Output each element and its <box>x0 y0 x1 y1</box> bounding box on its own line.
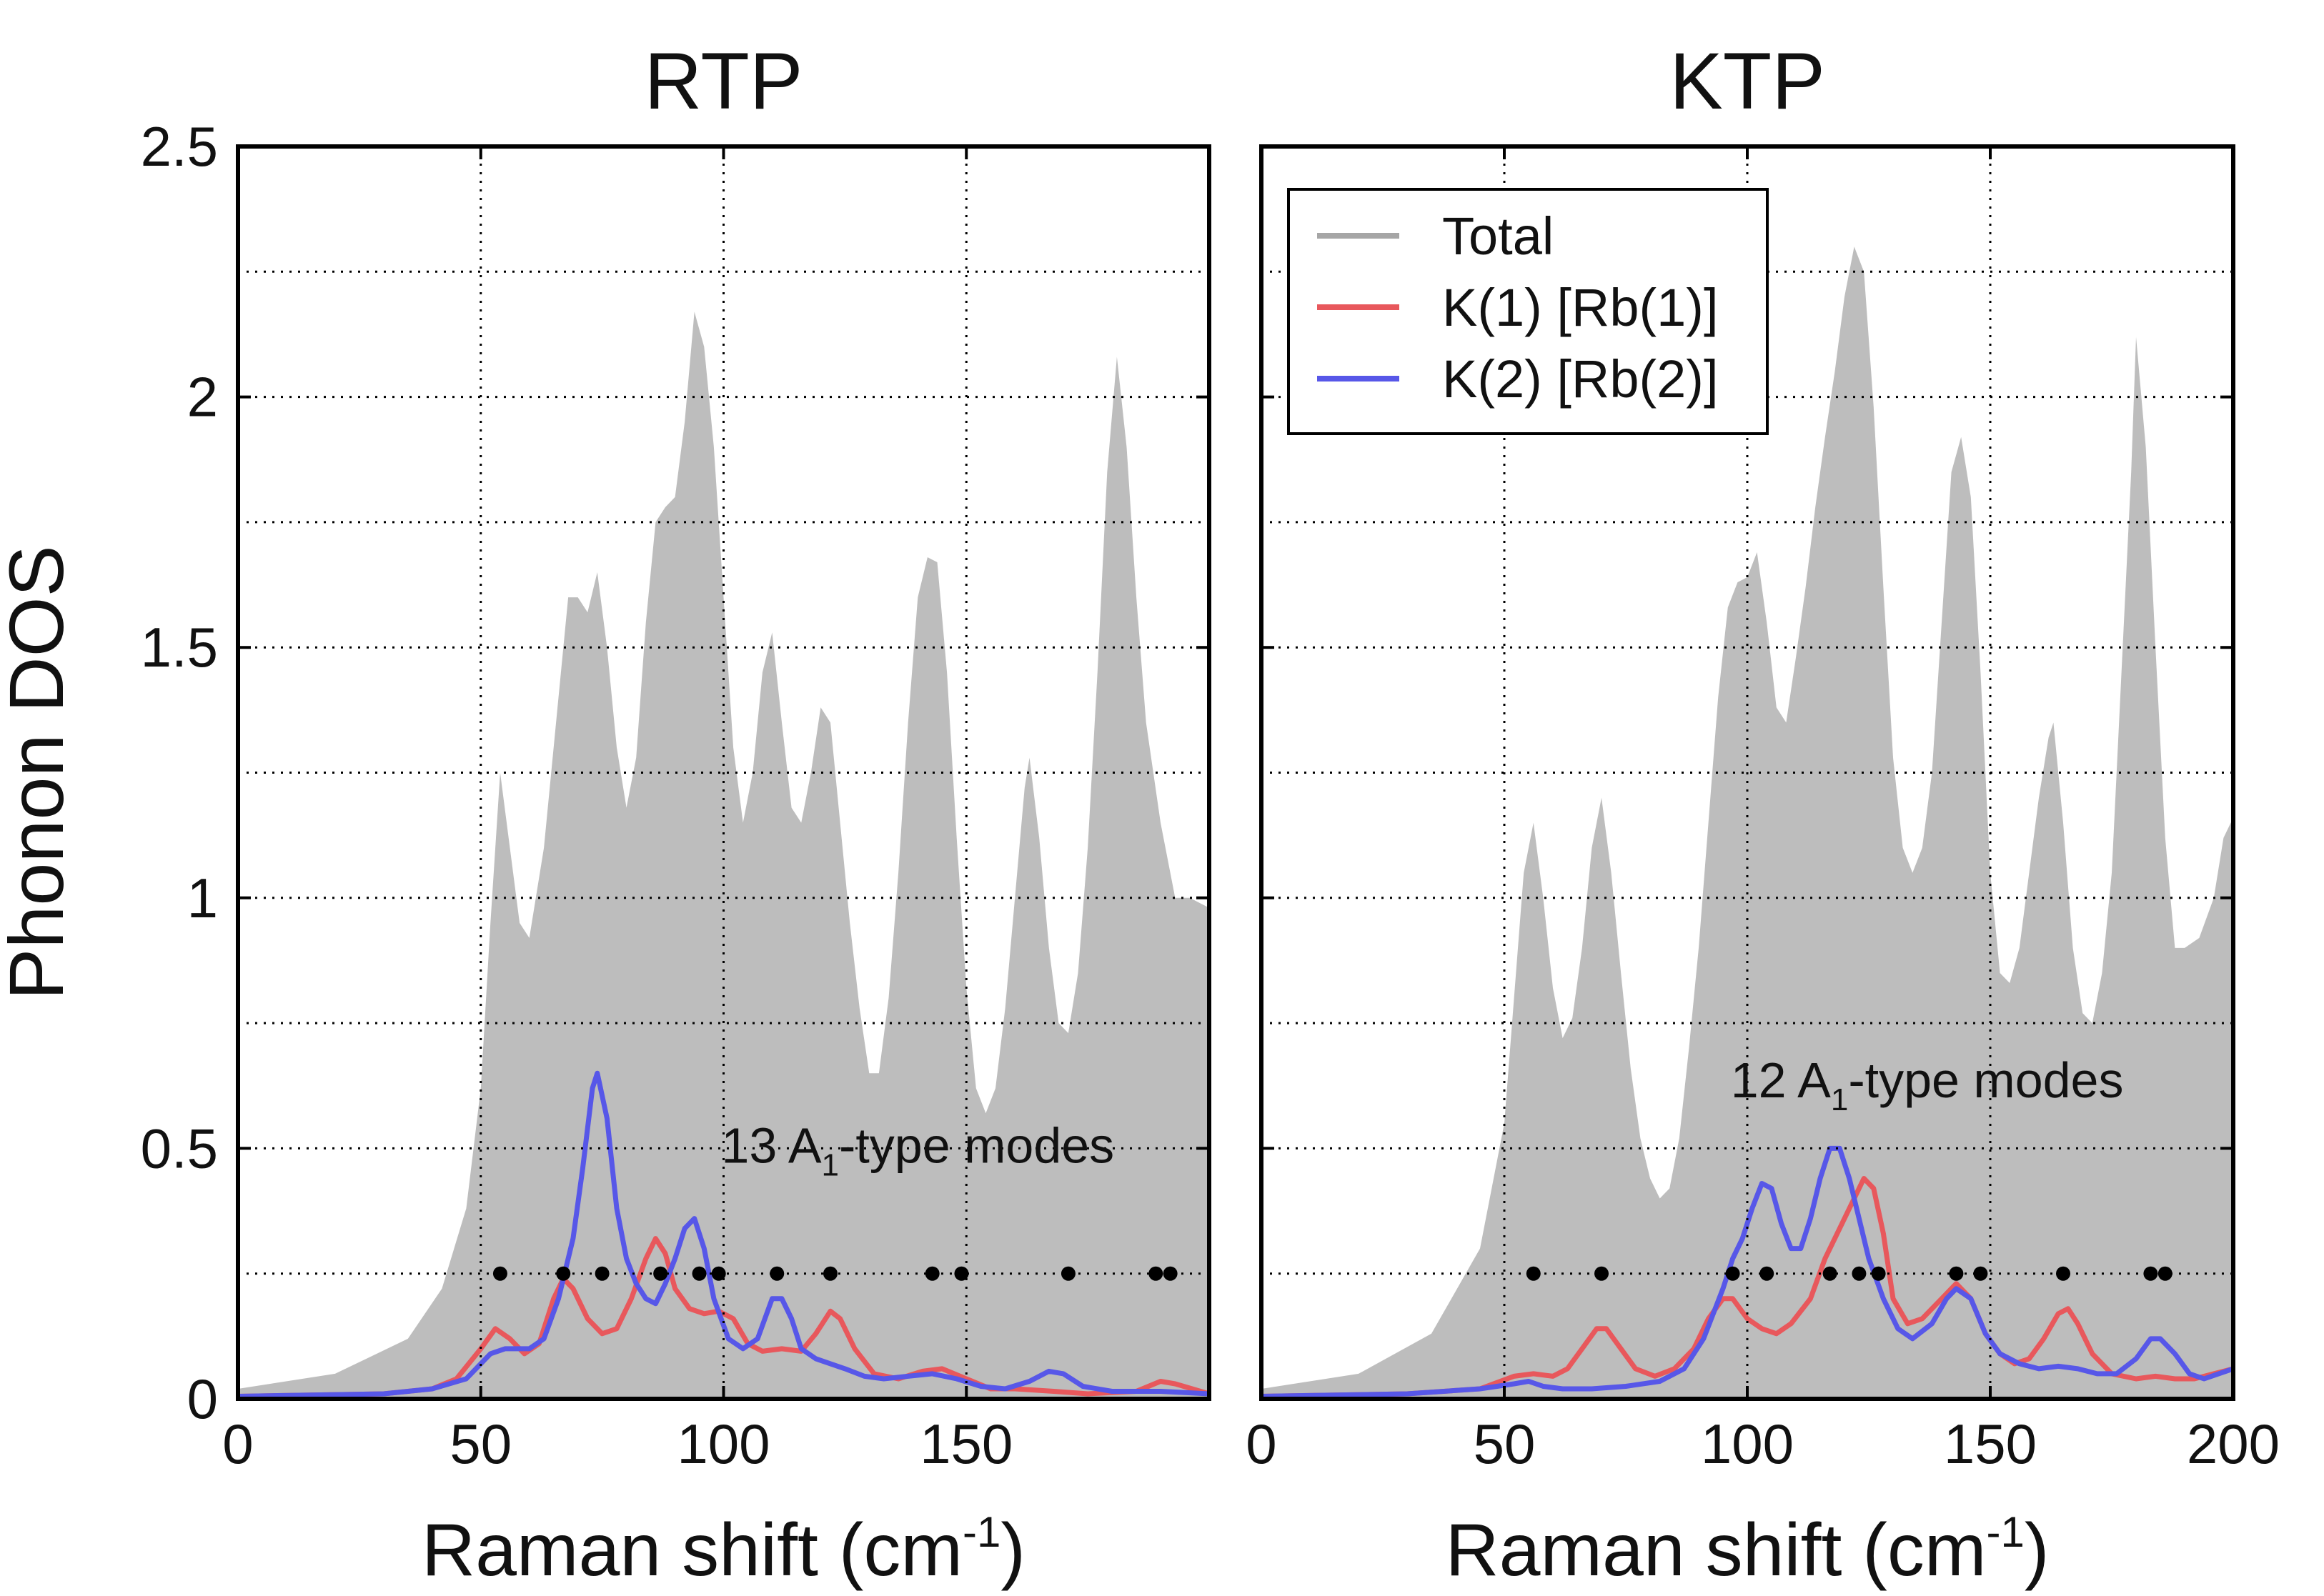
y-tick-label: 1 <box>187 867 218 929</box>
x-axis-label: Raman shift (cm-1) <box>422 1508 1026 1592</box>
x-axis-label-close: ) <box>2025 1509 2050 1592</box>
annotation-subscript: 1 <box>822 1147 839 1182</box>
grid <box>238 146 1209 1399</box>
mode-dot <box>692 1266 707 1281</box>
mode-dot <box>1061 1266 1076 1281</box>
mode-dot <box>492 1266 507 1281</box>
mode-dot <box>1949 1266 1964 1281</box>
annotation-subscript: 1 <box>1831 1082 1848 1117</box>
mode-dot <box>2143 1266 2158 1281</box>
x-axis-label-superscript: -1 <box>963 1508 1000 1556</box>
x-tick-label: 50 <box>450 1412 512 1475</box>
modes-annotation: 13 A1-type modes <box>721 1117 1114 1182</box>
mode-dot <box>1973 1266 1988 1281</box>
mode-dot <box>653 1266 668 1281</box>
annotation-prefix: 13 A <box>721 1117 821 1173</box>
legend: Total K(1) [Rb(1)] K(2) [Rb(2)] <box>1287 188 1769 435</box>
mode-dot <box>1594 1266 1609 1281</box>
x-tick-label: 50 <box>1474 1412 1536 1475</box>
annotation-suffix: -type modes <box>839 1117 1114 1173</box>
plot-area <box>1261 246 2233 1399</box>
mode-dot <box>595 1266 610 1281</box>
y-tick-label: 0 <box>187 1367 218 1430</box>
mode-dot <box>1148 1266 1163 1281</box>
mode-dot <box>823 1266 838 1281</box>
series-k-2-rb-2-line <box>238 1070 1209 1399</box>
modes-annotation: 12 A1-type modes <box>1731 1052 2124 1117</box>
series-k-2-rb-2-line <box>1261 1145 2233 1399</box>
y-tick-label: 0.5 <box>141 1117 218 1179</box>
y-tick-label: 2 <box>187 366 218 429</box>
mode-dot <box>2157 1266 2172 1281</box>
x-tick-label: 100 <box>677 1412 770 1475</box>
legend-label: K(1) [Rb(1)] <box>1442 278 1719 337</box>
mode-dot <box>1871 1266 1886 1281</box>
mode-dot <box>925 1266 940 1281</box>
x-axis-label-main: Raman shift (cm <box>1445 1509 1986 1592</box>
series-total-area <box>238 311 1209 1399</box>
x-tick-label: 150 <box>920 1412 1013 1475</box>
mode-markers <box>492 1266 1178 1281</box>
x-axis-label-main: Raman shift (cm <box>422 1509 963 1592</box>
x-tick-label: 0 <box>1246 1412 1276 1475</box>
legend-label: Total <box>1442 206 1554 266</box>
legend-box <box>1287 188 1769 435</box>
y-tick-label: 1.5 <box>141 616 218 679</box>
mode-dot <box>1822 1266 1837 1281</box>
chart-title: KTP <box>1669 36 1825 126</box>
annotation-suffix: -type modes <box>1848 1052 2123 1108</box>
mode-dot <box>1526 1266 1541 1281</box>
mode-dot <box>1759 1266 1774 1281</box>
grid <box>1261 146 2233 1399</box>
mode-dot <box>1163 1266 1178 1281</box>
x-tick-label: 0 <box>222 1412 253 1475</box>
mode-dot <box>1725 1266 1740 1281</box>
chart-title: RTP <box>645 36 803 126</box>
mode-dot <box>2056 1266 2070 1281</box>
mode-dot <box>711 1266 726 1281</box>
mode-dot <box>770 1266 785 1281</box>
plot-area <box>238 311 1209 1399</box>
mode-dot <box>556 1266 571 1281</box>
legend-label: K(2) [Rb(2)] <box>1442 349 1719 409</box>
x-tick-label: 100 <box>1701 1412 1794 1475</box>
mode-dot <box>954 1266 969 1281</box>
y-axis-label: Phonon DOS <box>0 545 79 999</box>
series-total-area <box>1261 246 2233 1399</box>
x-axis-label-superscript: -1 <box>1987 1508 2025 1556</box>
panel-ktp: 0 50 100 150 200 KTP Raman shift (cm-1) 12 A1-t… <box>1246 36 2280 1592</box>
mode-dot <box>1852 1266 1867 1281</box>
y-tick-label: 2.5 <box>141 115 218 178</box>
annotation-prefix: 12 A <box>1731 1052 1831 1108</box>
x-axis-label-close: ) <box>1000 1509 1026 1592</box>
x-tick-label: 200 <box>2187 1412 2280 1475</box>
x-axis-label: Raman shift (cm-1) <box>1445 1508 2049 1592</box>
x-tick-label: 150 <box>1944 1412 2037 1475</box>
mode-markers <box>1526 1266 2172 1281</box>
